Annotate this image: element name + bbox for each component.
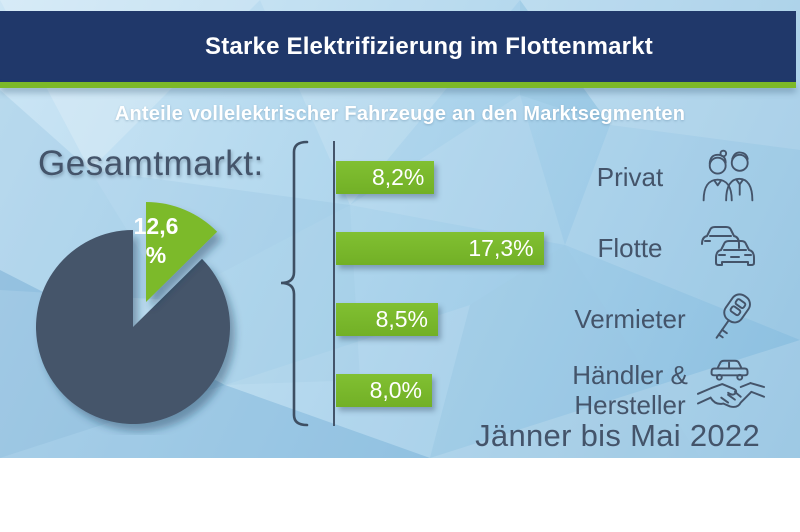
- bar-haendler-hersteller: 8,0%: [336, 374, 432, 407]
- segment-label-vermieter: Vermieter: [574, 304, 686, 334]
- bar-value-label: 17,3%: [468, 235, 534, 261]
- bar-axis-line: [333, 141, 335, 426]
- segment-label-haendler-hersteller: Händler & Hersteller: [572, 360, 688, 420]
- pie-title: Gesamtmarkt:: [38, 144, 264, 183]
- people-icon: [698, 146, 758, 204]
- title-bar: Starke Elektrifizierung im Flottenmarkt: [0, 11, 796, 82]
- cars-icon: [700, 222, 760, 268]
- segment-label-flotte: Flotte: [597, 233, 663, 263]
- bar-value-label: 8,0%: [369, 377, 422, 403]
- bar-value-label: 8,5%: [375, 306, 428, 332]
- segment-label-privat: Privat: [596, 162, 664, 192]
- title-accent-line: [0, 82, 796, 88]
- handshake-car-icon: [696, 356, 766, 418]
- curly-brace: [280, 140, 309, 427]
- car-key-icon: [700, 290, 762, 352]
- pie-value-label: 12,6 %: [133, 213, 179, 268]
- pie-chart: [35, 202, 231, 424]
- pie-value-slice: [146, 202, 218, 302]
- pie-rest-slice: [35, 230, 231, 424]
- bar-flotte: 17,3%: [336, 232, 544, 265]
- period-label: Jänner bis Mai 2022: [475, 418, 760, 453]
- bar-value-label: 8,2%: [371, 164, 425, 190]
- chart-subtitle: Anteile vollelektrischer Fahrzeuge an de…: [114, 103, 686, 125]
- bar-vermieter: 8,5%: [336, 303, 438, 336]
- page-title: Starke Elektrifizierung im Flottenmarkt: [205, 32, 653, 60]
- bar-privat: 8,2%: [336, 161, 435, 194]
